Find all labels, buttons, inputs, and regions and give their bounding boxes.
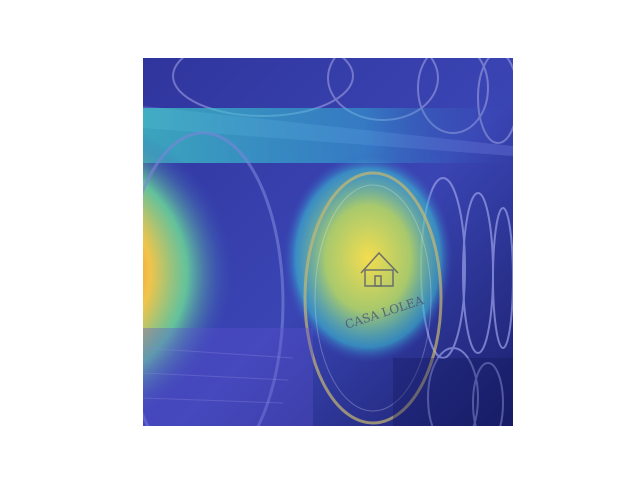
left-barrel-outline [143,131,285,426]
right-barrels [420,177,513,426]
heatmap-svg: CASA LOLEA [143,58,513,426]
heatmap-photo: CASA LOLEA [143,58,513,426]
barrel-stamp-logo [360,251,399,287]
center-barrel-rim [314,184,432,412]
left-lower-shade [143,328,313,426]
center-barrel-head [303,171,443,425]
vignette [393,358,513,426]
center-barrel-warmspot [283,153,453,363]
wood-stave-lines [143,347,294,404]
